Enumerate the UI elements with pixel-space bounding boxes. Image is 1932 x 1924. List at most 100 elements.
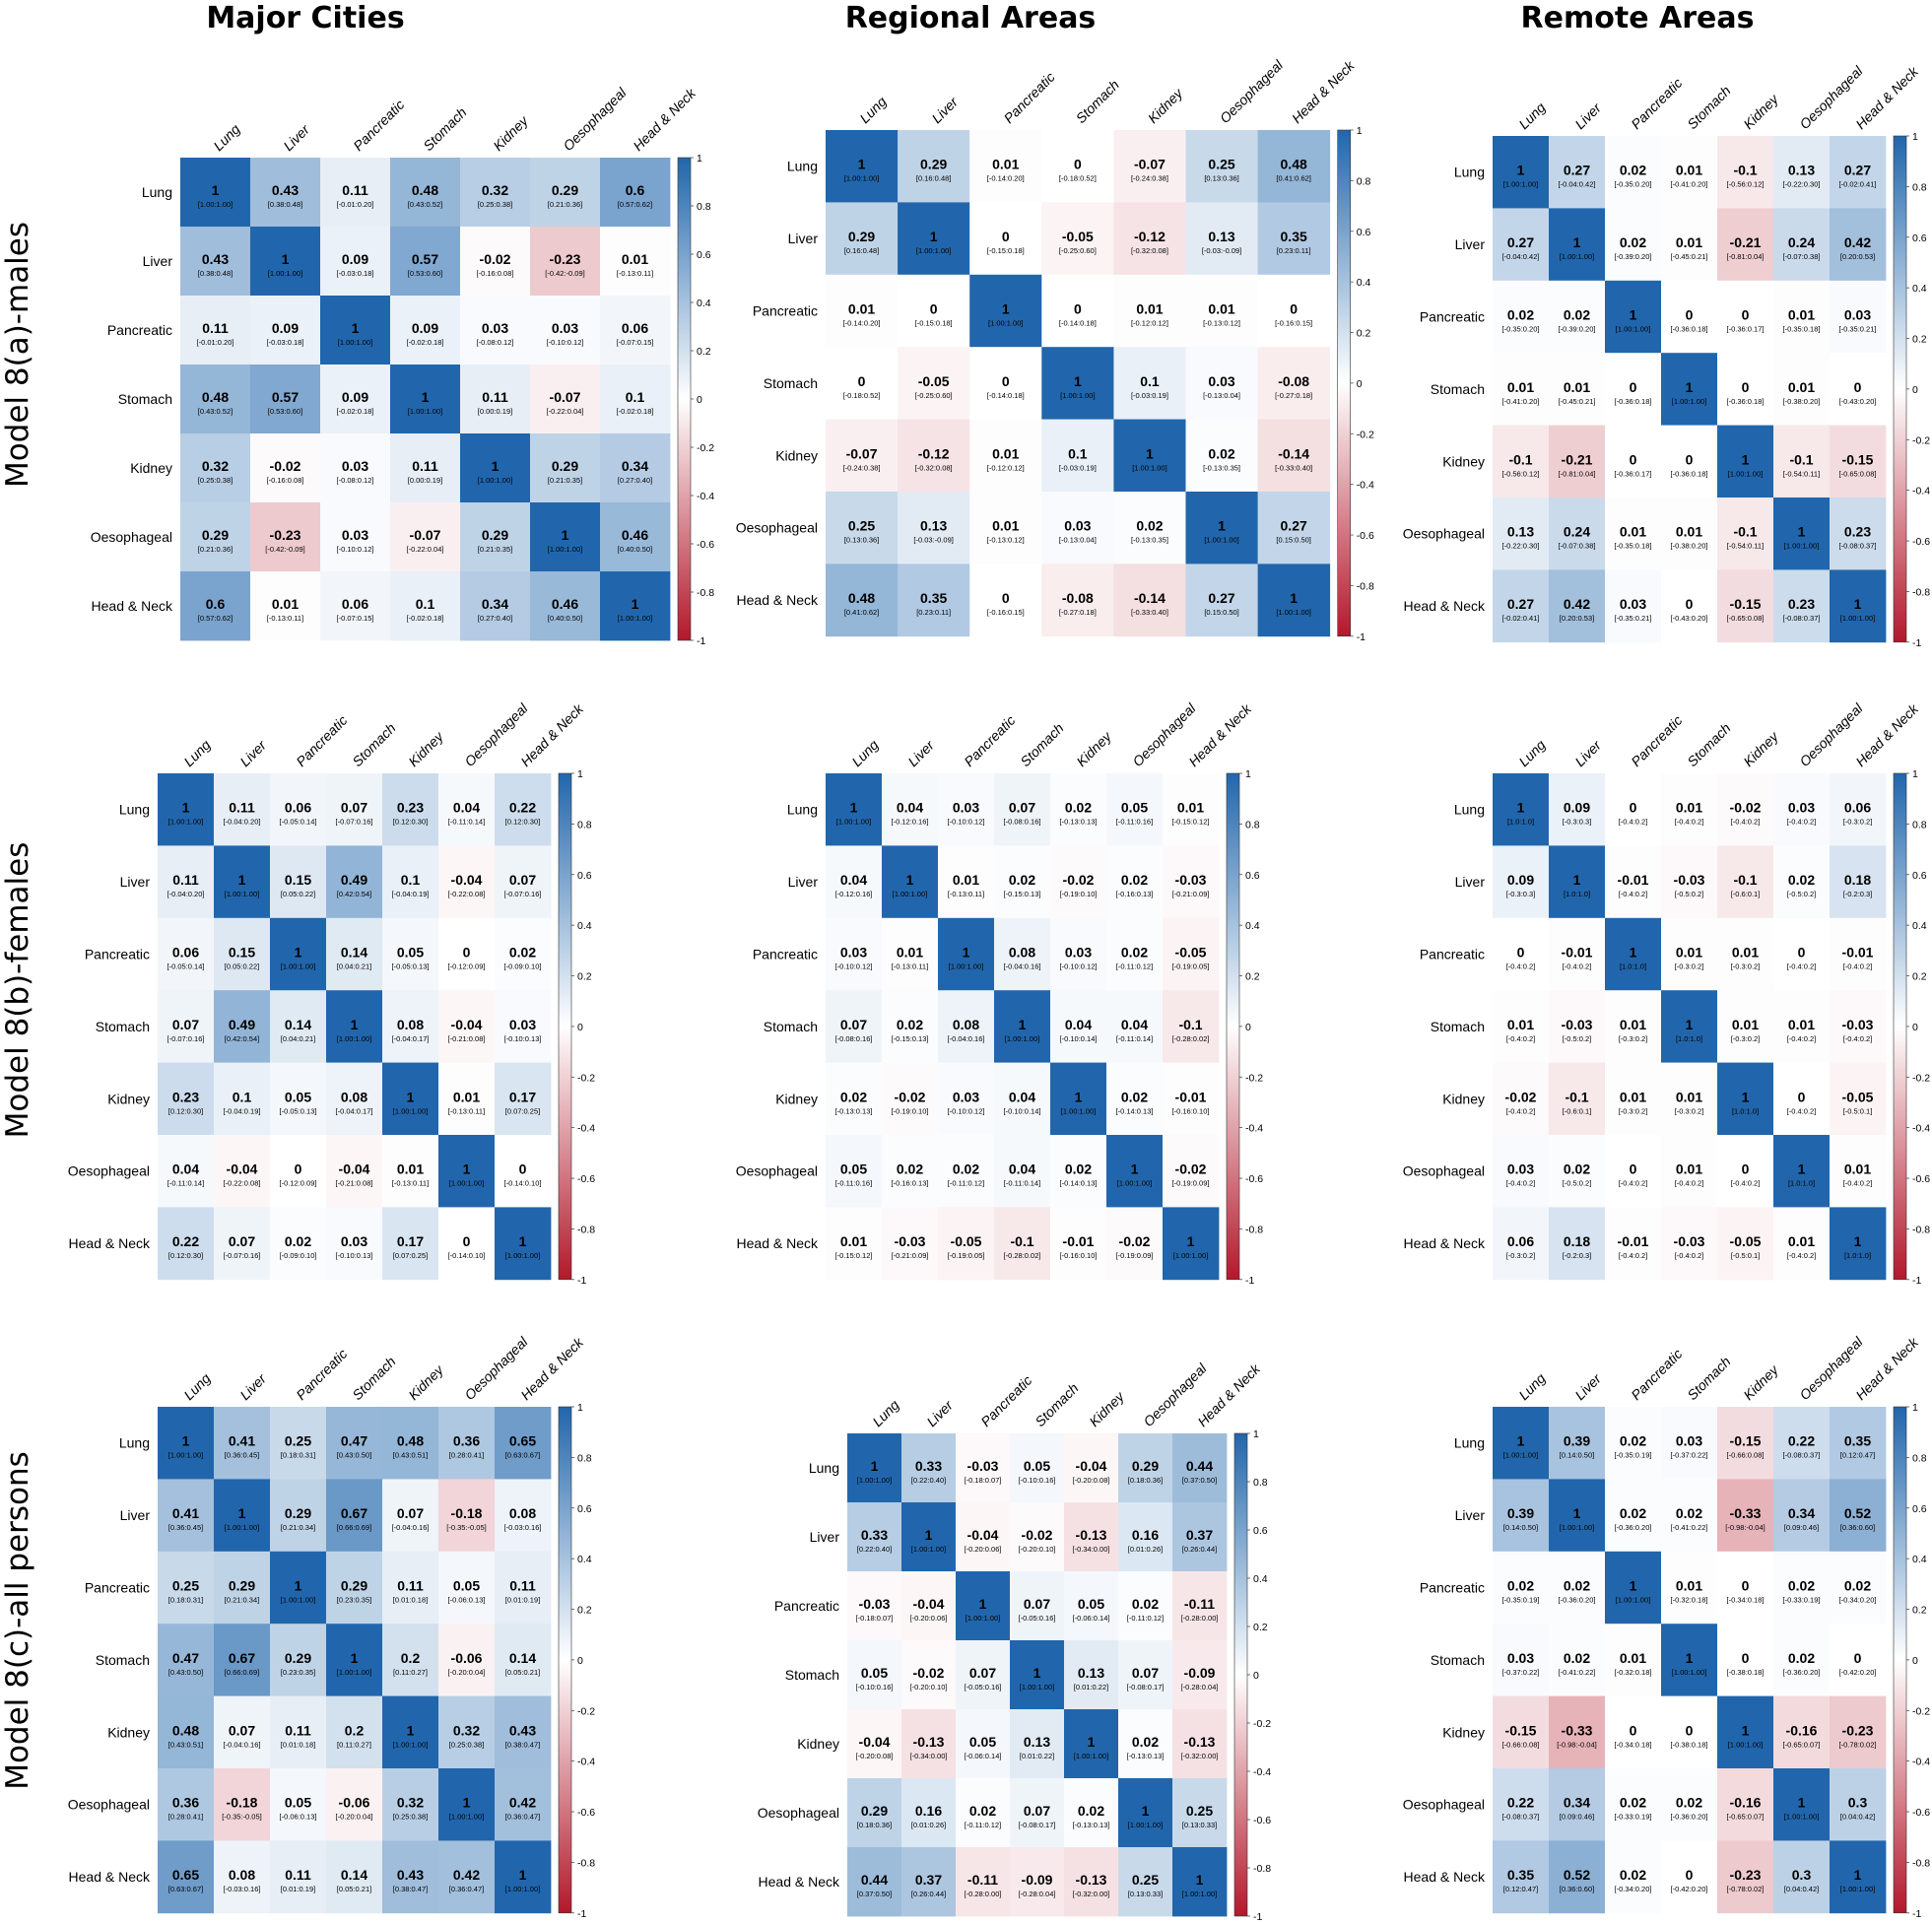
cell-ci-label: [-0.13:0.04]: [1059, 536, 1097, 545]
cell-ci-label: [0.00:0.19]: [478, 407, 512, 416]
heatmap-cell: [898, 492, 970, 564]
cell-ci-label: [0.04:0.42]: [1784, 1885, 1819, 1893]
cell-ci-label: [-0.4:0.2]: [1843, 1034, 1873, 1043]
cell-value-label: 0: [295, 1161, 302, 1177]
cell-value-label: 0.29: [482, 527, 508, 543]
cell-ci-label: [-0.16:0.15]: [987, 608, 1025, 617]
cell-ci-label: [0.25:0.38]: [393, 1813, 428, 1822]
heatmap-cell: [1773, 136, 1831, 209]
cell-ci-label: [0.36:0.60]: [1840, 1523, 1875, 1532]
cell-ci-label: [-0.4:0.2]: [1731, 1179, 1761, 1188]
heatmap-cell: [1717, 1768, 1774, 1841]
heatmap-cell: [1717, 1840, 1774, 1914]
cell-ci-label: [-0.03:0.18]: [267, 338, 304, 347]
cell-ci-label: [-0.45:0.21]: [1559, 397, 1596, 406]
cell-ci-label: [-0.08:0.16]: [835, 1034, 873, 1043]
heatmap-cell: [1172, 1640, 1228, 1710]
cell-value-label: 0.27: [1208, 590, 1234, 606]
heatmap-cell: [826, 274, 899, 348]
cell-value-label: -0.12: [1134, 229, 1166, 244]
heatmap-cell: [826, 1135, 883, 1208]
cell-value-label: 0.18: [1564, 1233, 1590, 1249]
colorbar-tick-label: -0.4: [1912, 1757, 1930, 1768]
cell-value-label: 1: [422, 389, 430, 405]
cell-value-label: 0.07: [969, 1665, 996, 1681]
cell-value-label: 0.29: [861, 1803, 888, 1819]
cell-ci-label: [-0.11:0.14]: [1004, 1179, 1040, 1188]
cell-ci-label: [0.14:0.50]: [1503, 1523, 1538, 1532]
row-label-head-and-neck: Head & Neck: [737, 1235, 819, 1251]
heatmap-cell: [1010, 1847, 1065, 1917]
heatmap-cell: [495, 917, 552, 991]
heatmap-cell: [1163, 917, 1220, 991]
colorbar-tick-label: 0.2: [1253, 1622, 1268, 1633]
cell-value-label: 0.05: [453, 1578, 480, 1594]
colorbar-tick-label: 0.2: [1245, 971, 1260, 983]
colorbar-tick-label: -0.6: [1912, 1173, 1930, 1185]
colorbar-tick-label: 0.8: [1253, 1477, 1268, 1489]
heatmap-cell: [1661, 1695, 1718, 1769]
cell-value-label: -0.04: [859, 1734, 891, 1750]
cell-ci-label: [-0.04:0.16]: [1004, 962, 1041, 971]
cell-value-label: 0.05: [285, 1089, 311, 1104]
cell-value-label: 0.18: [1844, 872, 1871, 888]
cell-ci-label: [-0.03:0.18]: [337, 269, 374, 278]
cell-value-label: 0.03: [1065, 945, 1092, 961]
heatmap-cell: [1773, 990, 1831, 1063]
cell-value-label: 0: [519, 1161, 527, 1177]
col-label-lung: Lung: [210, 121, 242, 154]
heatmap-cell: [1493, 1135, 1550, 1208]
cell-value-label: 0.04: [1121, 1017, 1148, 1032]
heatmap-cell: [1717, 1551, 1774, 1625]
heatmap-cell: [1041, 130, 1114, 203]
heatmap-cell: [1830, 280, 1887, 354]
heatmap-cell: [270, 773, 327, 846]
cell-ci-label: [-0.5:0.2]: [1787, 890, 1817, 898]
heatmap-cell: [460, 158, 531, 228]
cell-value-label: 0.01: [1676, 1161, 1702, 1177]
cell-value-label: 0.02: [1788, 1650, 1815, 1666]
cell-value-label: 0.02: [1065, 800, 1092, 816]
heatmap-cell: [1549, 498, 1606, 570]
cell-value-label: -0.11: [967, 1872, 998, 1888]
cell-value-label: 1: [850, 800, 858, 816]
cell-value-label: -0.08: [1278, 373, 1309, 389]
cell-value-label: 0.07: [341, 800, 367, 816]
row-label-lung: Lung: [1454, 1435, 1485, 1451]
cell-value-label: 0.39: [1507, 1505, 1534, 1521]
cell-ci-label: [-0.54:0.11]: [1727, 542, 1764, 551]
colorbar-tick-label: -0.4: [1357, 480, 1374, 492]
colorbar-tick-label: 1: [1912, 131, 1918, 143]
row-label-head-and-neck: Head & Neck: [1404, 1869, 1486, 1885]
row-label-pancreatic: Pancreatic: [85, 947, 150, 962]
cell-value-label: 0: [1290, 301, 1298, 317]
cell-ci-label: [1.00:1.00]: [1784, 1813, 1819, 1822]
cell-ci-label: [-0.4:0.2]: [1619, 890, 1648, 898]
row-label-lung: Lung: [809, 1460, 839, 1476]
col-label-pancreatic: Pancreatic: [1001, 69, 1058, 126]
cell-value-label: 0.1: [1068, 445, 1088, 461]
cell-ci-label: [1.00:1.00]: [1784, 542, 1819, 551]
cell-value-label: 0: [1798, 1089, 1806, 1104]
cell-value-label: 0.35: [1507, 1867, 1534, 1883]
cell-ci-label: [1.00:1.00]: [1728, 1740, 1763, 1749]
cell-value-label: 0.37: [915, 1872, 942, 1888]
cell-value-label: 0.22: [1788, 1433, 1815, 1449]
cell-value-label: 0.02: [1788, 872, 1815, 888]
heatmap-cell: [1830, 498, 1887, 570]
cell-value-label: 0.02: [1121, 1089, 1148, 1104]
cell-ci-label: [-0.66:0.08]: [1727, 1451, 1765, 1460]
cell-value-label: 0.11: [285, 1867, 311, 1883]
heatmap-cell: [898, 274, 970, 348]
cell-ci-label: [-0.08:0.17]: [1127, 1683, 1165, 1692]
cell-ci-label: [-0.14:0.18]: [987, 391, 1025, 400]
cell-value-label: -0.16: [1786, 1722, 1818, 1738]
heatmap-cell: [1605, 569, 1662, 643]
heatmap-cell: [826, 773, 883, 846]
heatmap-cell: [600, 502, 671, 572]
cell-ci-label: [-0.4:0.2]: [1563, 962, 1592, 971]
heatmap-cell: [1549, 1062, 1606, 1136]
heatmap-cell: [1773, 1624, 1831, 1696]
cell-ci-label: [-0.3:0.2]: [1675, 1106, 1704, 1115]
heatmap-cell: [1605, 773, 1662, 846]
